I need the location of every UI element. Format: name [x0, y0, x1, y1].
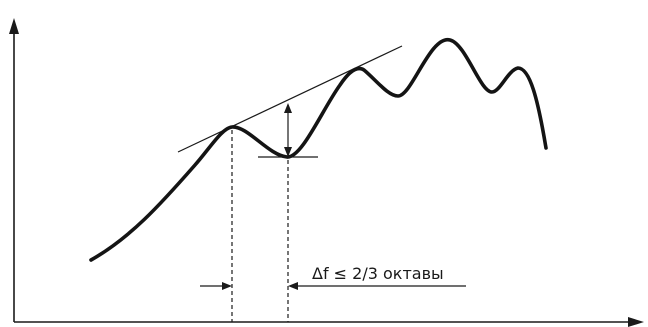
x-axis-arrow-icon [628, 317, 644, 327]
response-curve [89, 38, 548, 262]
interval-right-arrow-icon [288, 282, 298, 290]
depth-arrow-top-icon [284, 103, 292, 113]
envelope-line [177, 45, 403, 153]
depth-arrow-bottom-icon [284, 147, 292, 157]
interval-left-arrow-icon [222, 282, 232, 290]
interval-label: Δf ≤ 2/3 октавы [312, 264, 444, 283]
y-axis-arrow-icon [9, 18, 19, 34]
